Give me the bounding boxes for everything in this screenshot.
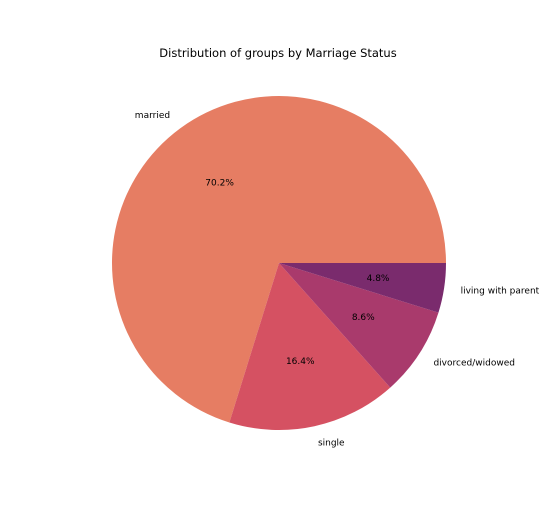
slice-label: living with parent — [461, 287, 540, 297]
chart-title: Distribution of groups by Marriage Statu… — [159, 46, 396, 60]
slice-label: divorced/widowed — [433, 358, 514, 368]
slice-percent-label: 16.4% — [286, 357, 315, 367]
slice-label: married — [135, 111, 170, 121]
slice-percent-label: 70.2% — [205, 178, 234, 188]
pie-slices — [112, 96, 446, 430]
slice-percent-label: 8.6% — [352, 313, 375, 323]
slice-percent-label: 4.8% — [367, 274, 390, 284]
slice-label: single — [318, 439, 345, 449]
